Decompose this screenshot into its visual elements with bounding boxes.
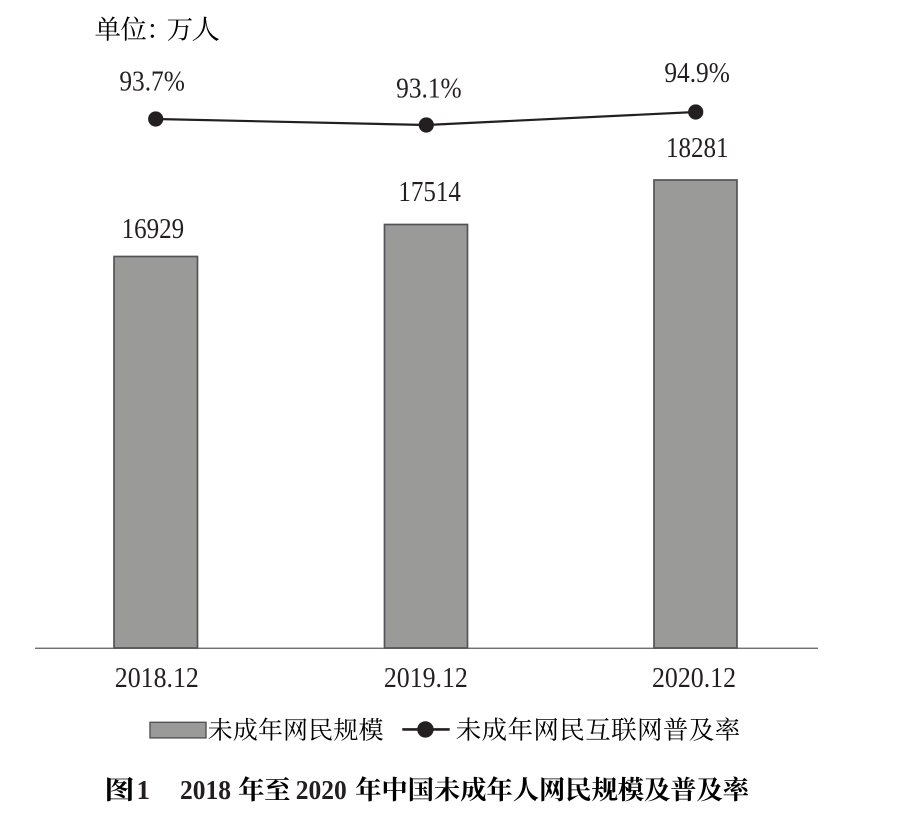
svg-text:2018.12: 2018.12 — [115, 663, 199, 694]
svg-text:94.9%: 94.9% — [664, 58, 730, 89]
svg-text:16929: 16929 — [122, 214, 185, 245]
svg-text:1: 1 — [137, 775, 151, 805]
svg-text:17514: 17514 — [398, 177, 461, 208]
svg-text:2018: 2018 — [180, 775, 231, 805]
svg-text:93.7%: 93.7% — [119, 67, 185, 98]
svg-text:2020.12: 2020.12 — [652, 663, 736, 694]
svg-text:2020: 2020 — [296, 775, 347, 805]
svg-text:18281: 18281 — [666, 133, 729, 164]
svg-text:93.1%: 93.1% — [396, 73, 462, 104]
svg-text:2019.12: 2019.12 — [384, 663, 468, 694]
